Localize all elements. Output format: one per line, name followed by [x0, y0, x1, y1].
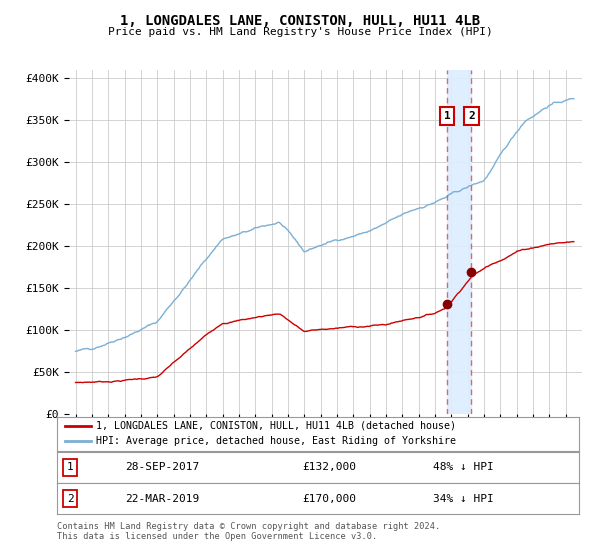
Text: 2: 2	[468, 111, 475, 121]
Text: 1, LONGDALES LANE, CONISTON, HULL, HU11 4LB (detached house): 1, LONGDALES LANE, CONISTON, HULL, HU11 …	[96, 421, 456, 431]
Bar	[447, 70, 472, 414]
Text: 28-SEP-2017: 28-SEP-2017	[125, 463, 199, 472]
Text: Contains HM Land Registry data © Crown copyright and database right 2024.
This d: Contains HM Land Registry data © Crown c…	[57, 522, 440, 542]
Text: 1, LONGDALES LANE, CONISTON, HULL, HU11 4LB: 1, LONGDALES LANE, CONISTON, HULL, HU11 …	[120, 14, 480, 28]
Text: 34% ↓ HPI: 34% ↓ HPI	[433, 494, 494, 503]
Text: £170,000: £170,000	[302, 494, 356, 503]
Text: £132,000: £132,000	[302, 463, 356, 472]
Text: HPI: Average price, detached house, East Riding of Yorkshire: HPI: Average price, detached house, East…	[96, 436, 456, 446]
Text: 22-MAR-2019: 22-MAR-2019	[125, 494, 199, 503]
Text: 1: 1	[443, 111, 451, 121]
Text: Price paid vs. HM Land Registry's House Price Index (HPI): Price paid vs. HM Land Registry's House …	[107, 27, 493, 37]
Text: 48% ↓ HPI: 48% ↓ HPI	[433, 463, 494, 472]
Text: 2: 2	[67, 494, 73, 503]
Text: 1: 1	[67, 463, 73, 472]
